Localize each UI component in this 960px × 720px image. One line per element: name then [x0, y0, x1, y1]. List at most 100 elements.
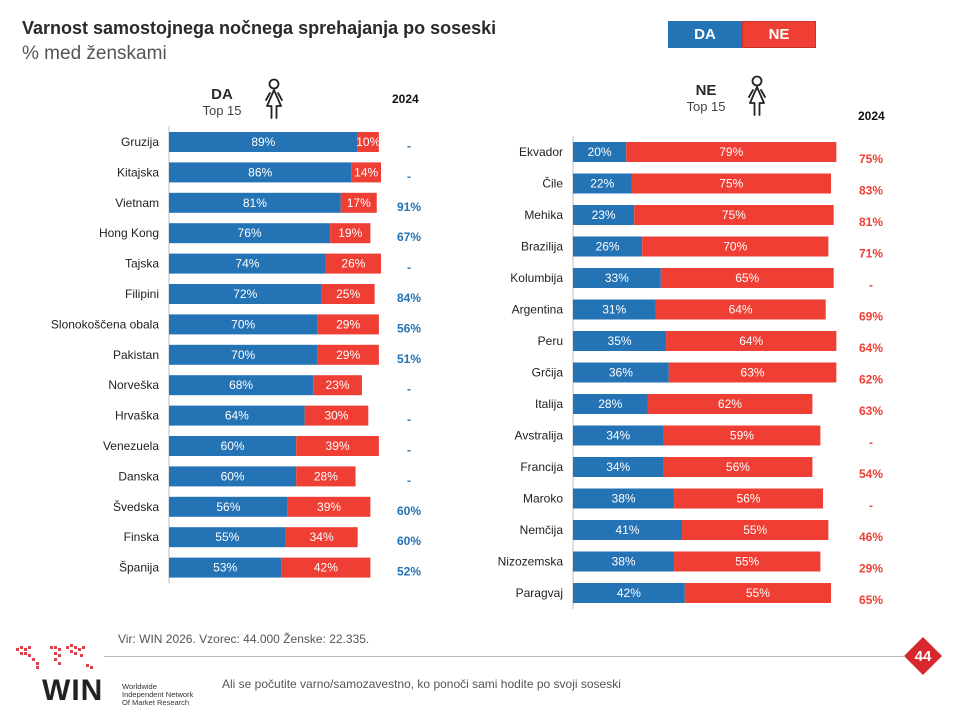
category-label: Gruzija [121, 135, 159, 149]
compare-2024-value: 91% [397, 200, 421, 214]
page-number: 44 [914, 647, 932, 665]
source-note: Vir: WIN 2026. Vzorec: 44.000 Ženske: 22… [118, 632, 370, 646]
value-label-ne: 75% [722, 208, 746, 222]
compare-2024-value: 51% [397, 352, 421, 366]
value-label-ne: 70% [723, 240, 747, 254]
compare-2024-value: 56% [397, 321, 421, 335]
woman-icon-ne [748, 75, 766, 116]
ne-year-label: 2024 [858, 109, 885, 123]
compare-2024-value: - [869, 278, 873, 292]
bar-ne [325, 253, 381, 274]
bar-da [169, 132, 358, 152]
compare-2024-value: 67% [397, 230, 421, 244]
ne-panel-subheading: Top 15 [686, 99, 726, 114]
legend-da: DA [668, 21, 742, 48]
bar-ne [663, 425, 821, 446]
value-label-da: 70% [231, 317, 255, 331]
category-label: Kitajska [117, 165, 159, 179]
category-label: Pakistan [113, 348, 159, 362]
value-label-da: 33% [605, 271, 629, 285]
bar-da [169, 527, 286, 548]
value-label-ne: 42% [314, 561, 338, 575]
legend-ne: NE [742, 21, 816, 48]
bar-ne [340, 192, 377, 213]
ne-panel-heading: NE [695, 82, 717, 99]
logo-tagline-line: Independent Network [122, 690, 194, 699]
bar-da [573, 551, 675, 572]
category-label: Paragvaj [516, 586, 563, 600]
value-label-ne: 29% [336, 348, 360, 362]
value-label-da: 23% [592, 208, 616, 222]
compare-2024-value: 62% [859, 373, 883, 387]
category-label: Nemčija [520, 523, 564, 537]
bar-ne [666, 331, 837, 351]
value-label-ne: 25% [336, 287, 360, 301]
compare-2024-value: - [869, 499, 873, 513]
compare-2024-value: 60% [397, 534, 421, 548]
category-label: Norveška [108, 378, 159, 392]
bar-ne [351, 162, 381, 183]
value-label-ne: 65% [735, 271, 759, 285]
value-label-ne: 55% [735, 555, 759, 569]
bar-ne [321, 284, 375, 304]
bar-ne [330, 223, 371, 244]
bar-da [169, 436, 297, 456]
bar-da [169, 223, 331, 244]
value-label-da: 56% [216, 500, 240, 514]
value-label-da: 53% [213, 561, 237, 575]
value-label-ne: 34% [310, 530, 334, 544]
compare-2024-value: 69% [859, 310, 883, 324]
value-label-da: 38% [612, 492, 636, 506]
value-label-da: 55% [215, 530, 239, 544]
value-label-ne: 55% [746, 586, 770, 600]
value-label-ne: 39% [317, 500, 341, 514]
value-label-da: 76% [238, 226, 262, 240]
value-label-ne: 39% [326, 439, 350, 453]
bar-ne [668, 362, 837, 383]
world-map-icon [16, 644, 93, 669]
bar-ne [313, 375, 362, 396]
bar-da [573, 142, 627, 162]
category-label: Finska [124, 530, 160, 544]
category-label: Vietnam [115, 196, 159, 210]
bar-ne [626, 142, 837, 162]
bar-da [573, 520, 683, 540]
compare-2024-value: 29% [859, 562, 883, 576]
bar-ne [660, 268, 834, 288]
page-number-badge: 44 [903, 636, 943, 676]
category-label: Slonokoščena obala [51, 317, 159, 331]
category-label: Mehika [524, 208, 563, 222]
bar-da [169, 192, 341, 213]
category-label: Španija [119, 560, 159, 575]
bar-da [573, 268, 661, 288]
da-panel-heading: DA [211, 86, 233, 103]
value-label-da: 86% [248, 165, 272, 179]
category-label: Peru [538, 334, 563, 348]
value-label-ne: 23% [326, 378, 350, 392]
compare-2024-value: 83% [859, 184, 883, 198]
bar-da [169, 496, 288, 517]
bar-da [573, 205, 635, 225]
value-label-ne: 29% [336, 317, 360, 331]
value-label-ne: 30% [324, 409, 348, 423]
footer-divider [104, 656, 904, 657]
bar-da [573, 362, 669, 383]
value-label-da: 60% [221, 439, 245, 453]
value-label-ne: 17% [347, 196, 371, 210]
bar-da [169, 253, 326, 274]
compare-2024-value: - [407, 169, 411, 183]
value-label-da: 26% [596, 240, 620, 254]
bar-da [573, 236, 643, 257]
value-label-da: 41% [616, 523, 640, 537]
bar-ne [285, 527, 358, 548]
category-label: Argentina [512, 303, 564, 317]
bar-da [573, 299, 656, 320]
category-label: Grčija [532, 366, 564, 380]
bar-da [169, 344, 318, 365]
value-label-ne: 59% [730, 429, 754, 443]
da-year-label: 2024 [392, 92, 419, 106]
value-label-ne: 75% [719, 177, 743, 191]
bar-da [169, 557, 282, 578]
value-label-da: 42% [617, 586, 641, 600]
